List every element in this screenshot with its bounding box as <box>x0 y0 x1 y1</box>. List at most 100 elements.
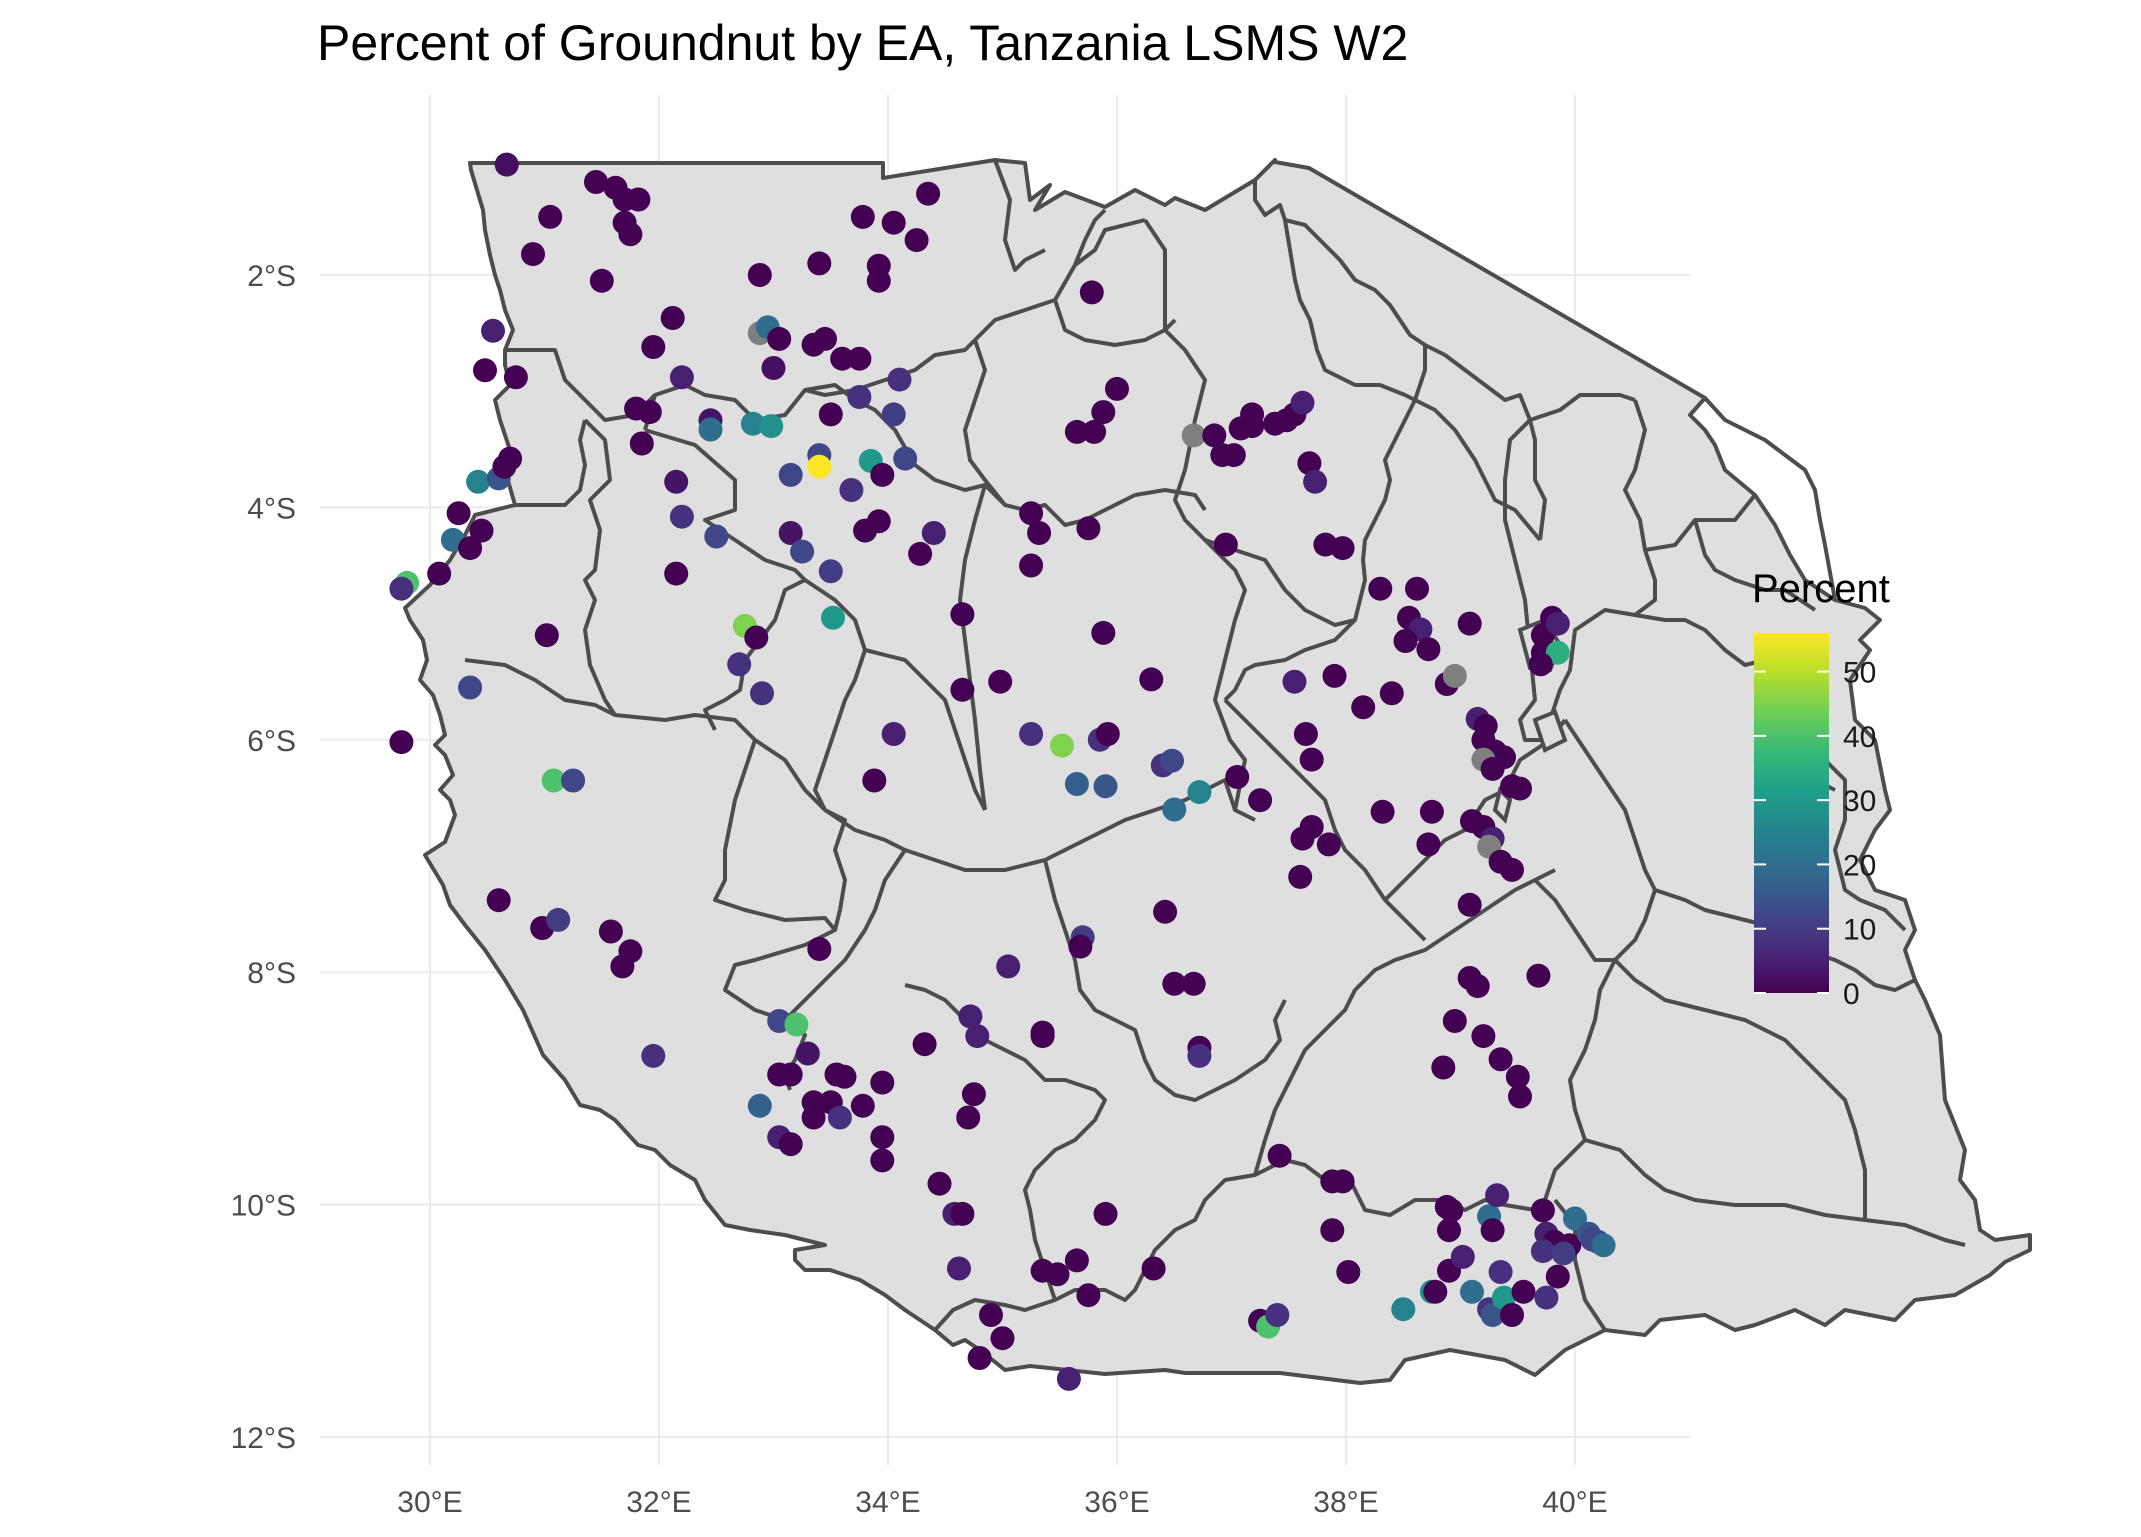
ea-point <box>965 1024 990 1049</box>
ea-point <box>1265 1303 1290 1327</box>
ea-point <box>870 1125 895 1150</box>
ea-point <box>1030 1024 1055 1049</box>
ea-point <box>1439 1198 1464 1223</box>
ea-point <box>1460 1279 1484 1304</box>
ea-point <box>847 385 872 409</box>
ea-point <box>881 210 906 235</box>
ea-point <box>610 954 635 979</box>
ea-point <box>850 204 875 229</box>
y-tick-label: 6°S <box>247 725 296 758</box>
ea-point <box>1500 1303 1524 1327</box>
ea-point <box>958 1004 983 1029</box>
ea-point <box>801 1105 826 1130</box>
ea-point <box>1508 776 1532 801</box>
legend-tick-label: 10 <box>1843 914 1876 947</box>
ea-point <box>561 768 586 793</box>
ea-point <box>1330 1169 1355 1194</box>
ea-point <box>1045 1262 1070 1287</box>
y-tick-label: 10°S <box>231 1190 296 1223</box>
ea-point <box>1322 663 1347 688</box>
ea-point <box>546 907 571 932</box>
ea-point <box>950 602 975 627</box>
ea-point <box>1471 1024 1496 1049</box>
ea-point <box>967 1346 992 1370</box>
x-tick-label: 32°E <box>626 1486 691 1519</box>
ea-point <box>818 402 843 427</box>
ea-point <box>1450 1244 1475 1269</box>
ea-point <box>466 469 491 494</box>
ea-point <box>704 524 729 549</box>
ea-point <box>1095 722 1120 746</box>
ea-point <box>947 1256 971 1281</box>
ea-point <box>988 669 1013 694</box>
ea-point <box>389 730 414 755</box>
ea-point <box>641 1043 666 1068</box>
ea-point <box>1202 423 1227 448</box>
ea-point <box>908 541 933 566</box>
ea-point <box>821 605 845 630</box>
ea-point <box>538 204 563 229</box>
ea-point <box>893 446 918 471</box>
ea-point <box>807 251 832 276</box>
ea-point <box>1431 1055 1456 1080</box>
ea-point <box>469 518 494 543</box>
ea-point <box>747 263 772 287</box>
ea-point <box>950 677 975 702</box>
ea-point <box>1181 971 1206 996</box>
y-tick-label: 4°S <box>247 492 296 525</box>
ea-point <box>1591 1233 1616 1258</box>
ea-point <box>618 222 643 247</box>
ea-point <box>498 446 523 471</box>
ea-point <box>1076 516 1101 541</box>
ea-point <box>1153 899 1178 924</box>
ea-point <box>1416 832 1441 857</box>
ea-point <box>494 152 519 177</box>
ea-point <box>669 365 694 390</box>
ea-point <box>1050 733 1074 758</box>
ea-point <box>1500 857 1524 882</box>
ea-point <box>1056 1366 1081 1391</box>
y-tick-label: 2°S <box>247 260 296 293</box>
x-tick-label: 38°E <box>1313 1486 1378 1519</box>
ea-point <box>629 431 654 456</box>
ea-point <box>1303 469 1328 494</box>
ea-point <box>912 1032 937 1057</box>
ea-point <box>1336 1260 1361 1284</box>
legend-title: Percent <box>1752 567 1890 611</box>
ea-point <box>1139 667 1164 692</box>
ea-point <box>767 326 792 351</box>
ea-point <box>1162 797 1187 822</box>
ea-point <box>1091 620 1116 645</box>
ea-point <box>1480 1218 1505 1243</box>
ea-point <box>1379 681 1404 706</box>
x-tick-label: 36°E <box>1084 1486 1149 1519</box>
legend-tick-label: 50 <box>1843 657 1876 690</box>
ea-point <box>389 576 414 601</box>
ea-point <box>990 1326 1015 1351</box>
ea-point <box>669 504 694 529</box>
ea-point <box>1240 402 1265 427</box>
ea-point <box>1068 934 1093 959</box>
ea-point <box>1370 799 1395 824</box>
ea-point <box>486 888 511 913</box>
ea-point <box>727 652 752 677</box>
ea-point <box>1465 974 1490 999</box>
legend-ticks: 50 40 30 20 10 0 <box>1754 657 1876 1011</box>
ea-point <box>1526 963 1551 988</box>
legend-tick-label: 20 <box>1843 849 1876 882</box>
ea-point <box>1551 1241 1576 1266</box>
ea-point <box>881 402 906 427</box>
ea-point <box>1316 832 1341 857</box>
ea-point <box>870 462 895 487</box>
ea-point <box>1064 772 1089 796</box>
ea-point <box>641 335 666 359</box>
ea-point <box>1248 788 1273 813</box>
ea-point <box>458 536 483 561</box>
ea-point <box>503 365 528 390</box>
y-tick-label: 8°S <box>247 957 296 990</box>
ea-point <box>870 1070 895 1095</box>
ea-point <box>1187 780 1212 805</box>
ea-point <box>1076 1283 1101 1308</box>
ea-point <box>1488 1260 1513 1284</box>
